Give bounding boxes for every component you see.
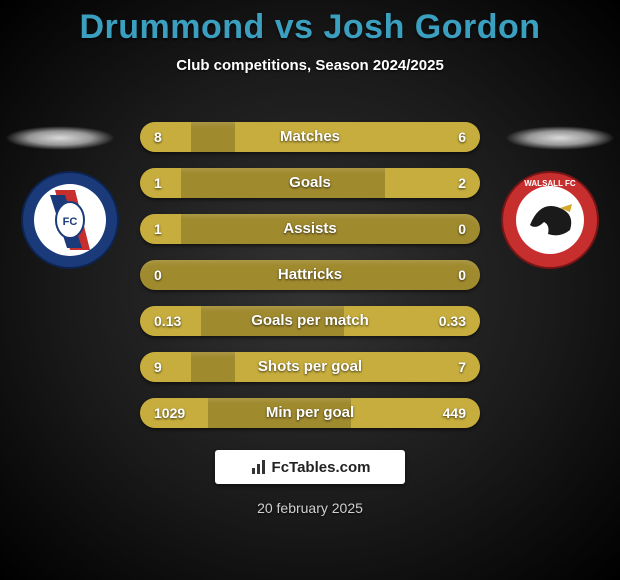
crest-shadow-right bbox=[505, 126, 615, 150]
stat-row: 1029449Min per goal bbox=[140, 398, 480, 428]
comparison-date: 20 february 2025 bbox=[0, 500, 620, 516]
stat-row: 86Matches bbox=[140, 122, 480, 152]
svg-text:WALSALL FC: WALSALL FC bbox=[524, 179, 576, 188]
comparison-subtitle: Club competitions, Season 2024/2025 bbox=[0, 57, 620, 74]
svg-text:FC: FC bbox=[63, 216, 78, 228]
stat-row: 97Shots per goal bbox=[140, 352, 480, 382]
chart-icon bbox=[250, 458, 268, 476]
team-left-crest: FC bbox=[20, 170, 120, 270]
stat-label: Goals bbox=[140, 168, 480, 198]
stat-label: Assists bbox=[140, 214, 480, 244]
stat-row: 12Goals bbox=[140, 168, 480, 198]
branding-text: FcTables.com bbox=[272, 459, 371, 476]
stat-label: Hattricks bbox=[140, 260, 480, 290]
crest-shadow-left bbox=[5, 126, 115, 150]
stat-row: 00Hattricks bbox=[140, 260, 480, 290]
stats-bars: 86Matches 12Goals 10Assists 00Hattricks 0.13… bbox=[140, 122, 480, 444]
stat-label: Shots per goal bbox=[140, 352, 480, 382]
stat-row: 10Assists bbox=[140, 214, 480, 244]
team-right-crest: WALSALL FC bbox=[500, 170, 600, 270]
stat-label: Min per goal bbox=[140, 398, 480, 428]
stat-label: Matches bbox=[140, 122, 480, 152]
branding-badge: FcTables.com bbox=[215, 450, 405, 484]
comparison-title: Drummond vs Josh Gordon bbox=[0, 0, 620, 47]
stat-label: Goals per match bbox=[140, 306, 480, 336]
stat-row: 0.130.33Goals per match bbox=[140, 306, 480, 336]
